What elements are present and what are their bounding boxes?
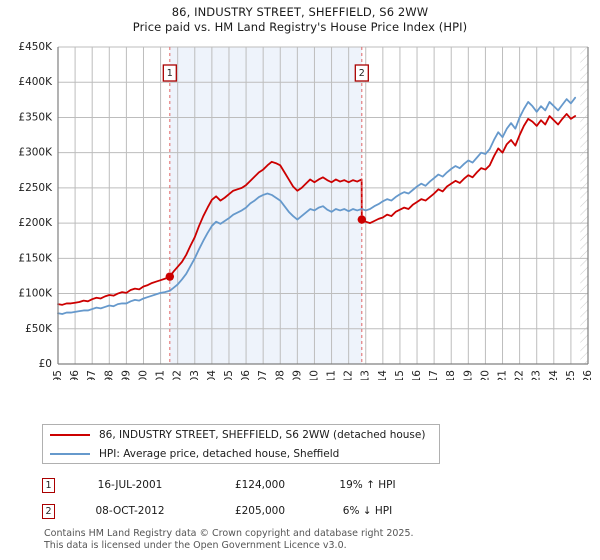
table-row: 1 16-JUL-2001 £124,000 19% ↑ HPI — [42, 472, 462, 498]
transaction-marker-lines — [169, 47, 363, 364]
price-history-chart: £0 £50K £100K £150K £200K £250K £300K £350K £400… — [18, 41, 594, 380]
transaction-table: 1 16-JUL-2001 £124,000 19% ↑ HPI 2 08-OC… — [42, 472, 462, 524]
transaction-marker-dots — [165, 215, 367, 281]
svg-text:1999: 1999 — [120, 370, 132, 380]
transaction-hpi-delta-2: 6% ↓ HPI — [342, 505, 393, 517]
svg-text:2017: 2017 — [428, 370, 440, 380]
svg-text:£150K: £150K — [18, 252, 53, 264]
svg-text:2013: 2013 — [360, 370, 372, 380]
svg-text:2018: 2018 — [445, 370, 457, 380]
svg-text:2024: 2024 — [548, 370, 560, 380]
svg-text:1998: 1998 — [103, 370, 115, 380]
legend-label-hpi: HPI: Average price, detached house, Shef… — [99, 447, 340, 460]
transaction-date-2: 08-OCT-2012 — [95, 505, 165, 517]
svg-text:2007: 2007 — [257, 370, 269, 380]
chart-legend: 86, INDUSTRY STREET, SHEFFIELD, S6 2WW (… — [42, 424, 440, 464]
transaction-index-badge-1: 1 — [42, 477, 55, 493]
svg-text:2023: 2023 — [531, 370, 543, 380]
page-subtitle: Price paid vs. HM Land Registry's House … — [132, 20, 468, 34]
legend-label-price-paid: 86, INDUSTRY STREET, SHEFFIELD, S6 2WW (… — [99, 428, 426, 441]
svg-text:2001: 2001 — [155, 370, 167, 380]
transaction-index-badge-2: 2 — [42, 503, 55, 519]
svg-text:2: 2 — [359, 68, 365, 79]
svg-text:£50K: £50K — [25, 323, 53, 335]
transaction-span-shading — [169, 47, 362, 364]
transaction-price-2: £205,000 — [234, 505, 286, 517]
chart-gridlines — [57, 46, 589, 365]
svg-text:2025: 2025 — [565, 370, 577, 380]
svg-text:2008: 2008 — [274, 370, 286, 380]
svg-text:2004: 2004 — [206, 370, 218, 380]
svg-text:2011: 2011 — [326, 370, 338, 380]
svg-text:£400K: £400K — [18, 76, 53, 88]
svg-text:2012: 2012 — [343, 370, 355, 380]
svg-text:2002: 2002 — [172, 370, 184, 380]
svg-text:£250K: £250K — [18, 182, 53, 194]
legend-item-price-paid: 86, INDUSTRY STREET, SHEFFIELD, S6 2WW (… — [43, 425, 439, 444]
svg-text:2009: 2009 — [291, 370, 303, 380]
transaction-hpi-delta-1: 19% ↑ HPI — [339, 479, 396, 491]
svg-text:2010: 2010 — [308, 370, 320, 380]
legend-item-hpi: HPI: Average price, detached house, Shef… — [43, 444, 439, 463]
footer-copyright-line: Contains HM Land Registry data © Crown c… — [44, 528, 414, 539]
chart-title-block: 86, INDUSTRY STREET, SHEFFIELD, S6 2WW P… — [0, 0, 600, 35]
svg-text:2019: 2019 — [462, 370, 474, 380]
svg-text:1995: 1995 — [52, 370, 64, 380]
svg-text:2005: 2005 — [223, 370, 235, 380]
svg-text:£0: £0 — [39, 358, 52, 370]
chart-frame — [57, 47, 589, 365]
svg-text:2003: 2003 — [189, 370, 201, 380]
svg-text:2021: 2021 — [497, 370, 509, 380]
legend-swatch-hpi — [50, 452, 90, 455]
svg-text:2014: 2014 — [377, 370, 389, 380]
svg-text:£350K: £350K — [18, 111, 53, 123]
y-axis-tick-labels: £0 £50K £100K £150K £200K £250K £300K £350K £400… — [18, 41, 53, 370]
page-title: 86, INDUSTRY STREET, SHEFFIELD, S6 2WW — [171, 5, 429, 19]
chart-plot-area: £0 £50K £100K £150K £200K £250K £300K £350K £400… — [0, 40, 600, 380]
footer-licence-line: This data is licensed under the Open Gov… — [44, 539, 347, 551]
svg-text:2016: 2016 — [411, 370, 423, 380]
svg-text:£450K: £450K — [18, 41, 53, 53]
svg-text:2020: 2020 — [479, 370, 491, 380]
svg-text:2000: 2000 — [137, 370, 149, 380]
svg-text:£100K: £100K — [18, 288, 53, 300]
chart-series-lines — [57, 96, 577, 315]
transaction-date-1: 16-JUL-2001 — [97, 479, 163, 491]
svg-text:£200K: £200K — [18, 217, 53, 229]
svg-text:2006: 2006 — [240, 370, 252, 380]
svg-text:1997: 1997 — [86, 370, 98, 380]
svg-text:1: 1 — [167, 68, 173, 79]
svg-text:£300K: £300K — [18, 147, 53, 159]
legend-swatch-price-paid — [50, 433, 90, 436]
table-row: 2 08-OCT-2012 £205,000 6% ↓ HPI — [42, 498, 462, 524]
x-axis-tick-labels: 1995 1996 1997 1998 1999 2000 2001 2002 2003 2004… — [52, 370, 594, 380]
svg-text:1996: 1996 — [69, 370, 81, 380]
svg-text:2022: 2022 — [514, 370, 526, 380]
svg-text:2015: 2015 — [394, 370, 406, 380]
no-data-region — [580, 47, 588, 364]
transaction-price-1: £124,000 — [234, 479, 286, 491]
svg-text:2026: 2026 — [582, 370, 594, 380]
footer-attribution: Contains HM Land Registry data © Crown c… — [44, 528, 584, 551]
